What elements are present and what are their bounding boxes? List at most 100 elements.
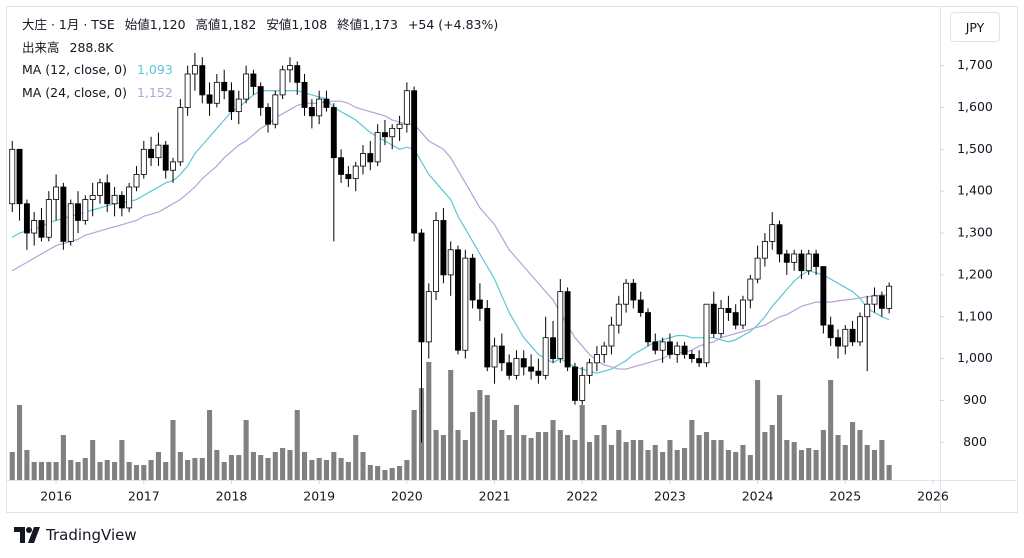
volume-bar xyxy=(594,435,600,480)
volume-bar xyxy=(309,460,315,480)
y-tick-label: 1,700 xyxy=(957,57,993,72)
candle-body xyxy=(23,203,30,234)
candle-body xyxy=(235,98,242,113)
brand[interactable]: TradingView xyxy=(14,526,137,544)
x-tick-label: 2022 xyxy=(566,489,598,504)
candle-body xyxy=(835,337,841,347)
candle-body xyxy=(411,90,418,234)
candle-body xyxy=(243,73,250,100)
candle-body xyxy=(228,90,235,113)
candle-body xyxy=(162,144,169,171)
volume-bar xyxy=(90,440,96,480)
volume-bar xyxy=(703,432,710,480)
candle-body xyxy=(718,307,724,334)
volume-bar xyxy=(426,362,432,480)
ohlc-low: 安値1,108 xyxy=(266,17,327,32)
volume-bar xyxy=(572,440,578,480)
x-tick-label: 2016 xyxy=(40,489,72,504)
candle-body xyxy=(550,337,556,360)
ma-name: MA (12, close, 0) xyxy=(22,62,128,78)
volume-bar xyxy=(287,449,293,480)
candle-body xyxy=(53,186,60,200)
candle-body xyxy=(155,144,162,159)
volume-bar xyxy=(806,448,812,480)
ma-row[interactable]: MA (12, close, 0) 1,093 xyxy=(22,59,504,82)
candle-body xyxy=(374,132,381,163)
volume-bar xyxy=(499,429,505,480)
ohlc-close: 終値1,173 xyxy=(337,17,398,32)
candle-body xyxy=(111,194,118,205)
ma-line xyxy=(11,100,890,370)
candle-body xyxy=(498,345,505,364)
candle-body xyxy=(542,337,549,376)
volume-bar xyxy=(623,441,629,480)
volume-bar xyxy=(221,461,227,480)
ma-value: 1,152 xyxy=(137,84,173,100)
candle-body xyxy=(447,249,454,276)
volume-bar xyxy=(491,420,498,480)
volume-bar xyxy=(280,448,286,480)
candle-body xyxy=(265,107,271,125)
ohlc-high: 高値1,182 xyxy=(196,17,257,32)
volume-bar xyxy=(762,432,768,480)
candle-body xyxy=(506,362,513,376)
volume-bar xyxy=(513,405,520,480)
candle-body xyxy=(849,328,856,343)
volume-bar xyxy=(828,380,834,480)
candle-body xyxy=(842,328,849,347)
volume-bar xyxy=(375,465,381,480)
volume-bar xyxy=(798,449,805,480)
candle-body xyxy=(9,148,16,205)
volume-bar xyxy=(112,461,118,480)
volume-bar xyxy=(543,432,549,480)
volume-bar xyxy=(776,395,783,480)
candle-body xyxy=(856,316,863,343)
brand-logo xyxy=(14,527,40,543)
volume-bar xyxy=(528,437,534,480)
volume-bar xyxy=(60,435,66,480)
candle-body xyxy=(579,374,586,401)
change: +54 (+4.83%) xyxy=(407,17,499,32)
volume-bar xyxy=(740,444,746,480)
volume-bar xyxy=(440,435,446,480)
x-tick-label: 2021 xyxy=(479,489,511,504)
volume-bar xyxy=(126,461,132,480)
value: 1,182 xyxy=(220,17,257,32)
y-tick-label: 1,500 xyxy=(957,141,993,156)
volume-bar xyxy=(477,389,483,480)
candle-body xyxy=(813,253,820,267)
volume-bar xyxy=(579,405,585,480)
volume-bar xyxy=(199,457,205,480)
candle-body xyxy=(213,81,220,104)
volume-bar xyxy=(601,424,607,480)
candle-body xyxy=(403,90,410,125)
candle-body xyxy=(272,94,279,125)
volume-bar xyxy=(755,380,761,480)
candle-body xyxy=(637,299,644,313)
value: 1,108 xyxy=(291,17,328,32)
volume-bar xyxy=(214,449,220,480)
volume-bar xyxy=(272,452,278,480)
candle-body xyxy=(754,257,761,280)
candle-body xyxy=(520,358,527,368)
candle-body xyxy=(148,148,155,159)
candle-body xyxy=(652,341,659,351)
currency-button[interactable]: JPY xyxy=(950,12,1000,42)
volume-bar xyxy=(397,465,403,480)
volume-bar xyxy=(667,440,673,480)
candle-body xyxy=(783,253,790,263)
ma-row[interactable]: MA (24, close, 0) 1,152 xyxy=(22,82,504,105)
volume-bar xyxy=(367,464,373,480)
volume-bar xyxy=(747,455,753,480)
volume-bar xyxy=(616,429,622,480)
volume-bar xyxy=(850,421,856,480)
candle-body xyxy=(287,65,293,71)
volume-value: 288.8K xyxy=(69,39,114,55)
label: 終値 xyxy=(337,17,363,32)
candle-body xyxy=(316,98,323,117)
volume-bar xyxy=(813,449,819,480)
y-tick-label: 800 xyxy=(963,434,987,449)
volume-bar xyxy=(338,457,344,480)
candle-body xyxy=(645,312,651,343)
